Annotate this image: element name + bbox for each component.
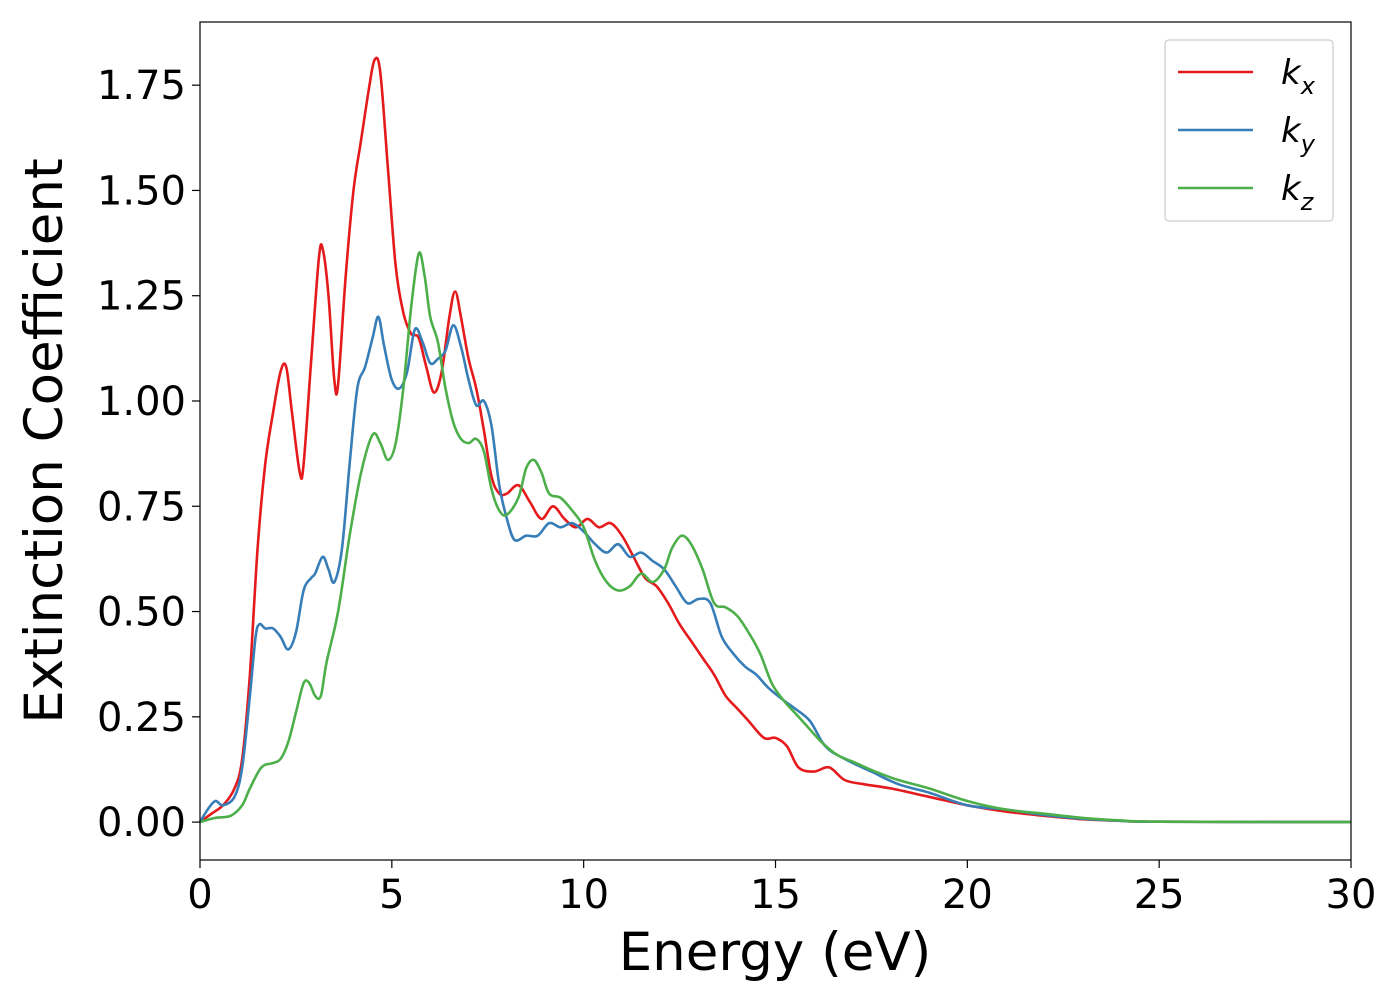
x-tick-label: 0 xyxy=(187,872,212,918)
series-line-kz xyxy=(199,251,1352,824)
y-tick-label: 0.00 xyxy=(97,800,186,846)
x-tick-label: 30 xyxy=(1326,872,1377,918)
y-axis-ticks: 0.00 0.25 0.50 0.75 1.00 1.25 1.50 1.75 xyxy=(97,63,200,846)
y-tick-label: 0.50 xyxy=(97,590,186,636)
x-tick-label: 20 xyxy=(942,872,993,918)
x-tick-label: 25 xyxy=(1134,872,1185,918)
series-lines xyxy=(198,56,1352,824)
y-tick-label: 1.00 xyxy=(97,379,186,425)
series-line-ky xyxy=(198,315,1352,824)
x-tick-label: 5 xyxy=(379,872,404,918)
y-tick-label: 1.25 xyxy=(97,274,186,320)
y-tick-label: 0.75 xyxy=(97,484,186,530)
y-tick-label: 1.50 xyxy=(97,168,186,214)
x-axis-title: Energy (eV) xyxy=(619,922,932,983)
x-axis-ticks: 0 5 10 15 20 25 30 xyxy=(187,860,1376,918)
y-tick-label: 1.75 xyxy=(97,63,186,109)
x-tick-label: 15 xyxy=(750,872,801,918)
y-tick-label: 0.25 xyxy=(97,695,186,741)
series-line-kx xyxy=(199,56,1352,824)
x-tick-label: 10 xyxy=(558,872,609,918)
y-axis-title: Extinction Coefficient xyxy=(14,158,75,724)
